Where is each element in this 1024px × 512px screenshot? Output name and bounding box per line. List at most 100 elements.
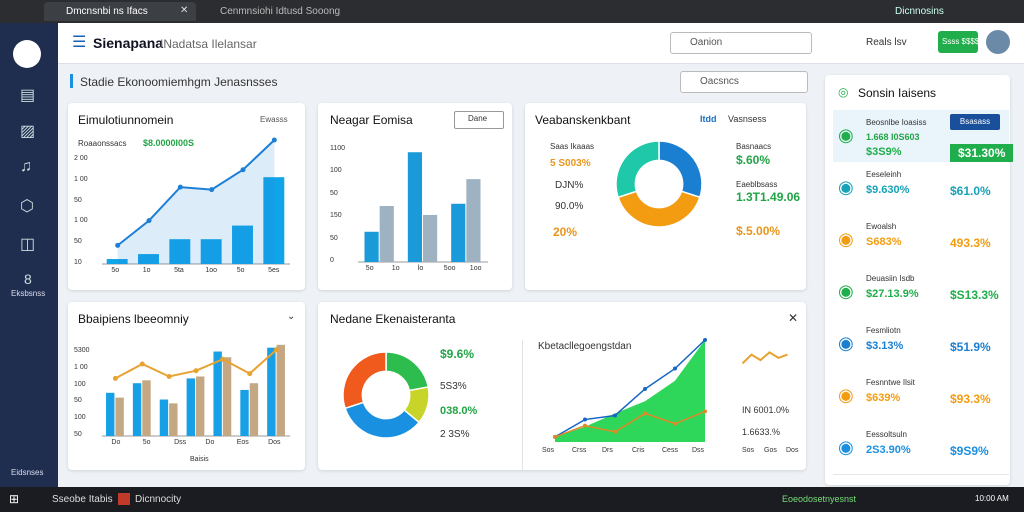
extension[interactable]: Dicnnosins bbox=[895, 6, 944, 17]
chart bbox=[615, 140, 703, 228]
list-item[interactable] bbox=[833, 214, 1009, 267]
bar bbox=[466, 179, 481, 262]
item-right: 493.3% bbox=[950, 236, 991, 250]
donut-label: 2 3S% bbox=[440, 429, 470, 440]
bar bbox=[451, 203, 466, 262]
point bbox=[274, 347, 280, 353]
bar bbox=[200, 239, 222, 264]
x-tick-label: 5ta bbox=[174, 267, 184, 274]
point bbox=[247, 371, 253, 377]
item-value: $27.13.9% bbox=[866, 288, 919, 300]
bar bbox=[379, 206, 394, 262]
taskbar-search[interactable]: Sseobe Itabis bbox=[52, 494, 113, 505]
nav-icon[interactable]: 8 bbox=[24, 271, 32, 287]
x-tick-label: Drs bbox=[602, 447, 613, 454]
item-icon: ◉ bbox=[838, 333, 854, 353]
item-name: Ewoalsh bbox=[866, 222, 897, 231]
card-button[interactable] bbox=[454, 111, 504, 129]
list-item[interactable] bbox=[833, 266, 1009, 319]
item-right[interactable]: $31.30% bbox=[950, 144, 1014, 162]
item-name: Fesmliotn bbox=[866, 326, 901, 335]
search-box[interactable] bbox=[680, 71, 808, 93]
point bbox=[703, 338, 707, 342]
card-menu[interactable]: Vasnsess bbox=[728, 114, 767, 124]
taskbar-app[interactable]: Dicnnocity bbox=[135, 494, 182, 505]
header-button[interactable] bbox=[938, 31, 978, 53]
header-link[interactable]: Reals lsv bbox=[866, 37, 907, 48]
bar bbox=[106, 392, 115, 436]
search-text: Oanion bbox=[690, 37, 723, 48]
tab-title[interactable]: Cenmnsiohi Idtusd Sooong bbox=[220, 6, 341, 17]
legend-value: 90.0% bbox=[555, 201, 584, 212]
point bbox=[177, 184, 183, 190]
search-text: Oacsncs bbox=[700, 76, 739, 87]
avatar[interactable] bbox=[986, 30, 1010, 54]
bar bbox=[222, 357, 232, 436]
point bbox=[643, 386, 647, 391]
bar bbox=[267, 347, 276, 436]
bar bbox=[142, 380, 151, 436]
nav-icon[interactable]: ◫ bbox=[20, 236, 36, 253]
item-sub: 1.668 I0S603 bbox=[866, 132, 920, 142]
logo[interactable] bbox=[13, 40, 41, 68]
bar bbox=[169, 239, 191, 264]
sidebar bbox=[0, 23, 58, 487]
card bbox=[68, 302, 305, 470]
tab-title: Dmcnsnbi ns Ifacs bbox=[66, 6, 148, 17]
y-tick-label: 100 bbox=[74, 380, 86, 388]
x-tick-label: 5o bbox=[111, 267, 120, 274]
x-tick-label: Cess bbox=[662, 447, 678, 454]
point bbox=[240, 167, 246, 173]
item-button[interactable]: Bsasass bbox=[950, 114, 1000, 130]
bar bbox=[169, 403, 178, 436]
y-tick-label: 150 bbox=[330, 212, 342, 220]
menu-icon[interactable]: ☰ bbox=[72, 34, 87, 51]
y-tick-label: 50 bbox=[74, 431, 82, 438]
point bbox=[673, 366, 677, 371]
y-tick-label: 100 bbox=[74, 414, 86, 422]
y-tick-label: 1 00 bbox=[74, 217, 88, 225]
bar bbox=[115, 397, 124, 436]
chart bbox=[102, 137, 290, 265]
item-value: $639% bbox=[866, 392, 901, 404]
card bbox=[318, 302, 806, 470]
bar bbox=[364, 231, 379, 262]
point bbox=[673, 421, 677, 426]
search-box[interactable] bbox=[670, 32, 812, 54]
donut-segment bbox=[342, 351, 387, 410]
item-icon: ◉ bbox=[838, 177, 854, 197]
point bbox=[193, 368, 199, 374]
card-menu[interactable]: ⌄ bbox=[287, 311, 296, 322]
list-item[interactable] bbox=[833, 370, 1009, 423]
legend-value: 1.3T1.49.06 bbox=[736, 190, 801, 204]
nav-icon[interactable]: ▨ bbox=[20, 123, 36, 140]
point bbox=[146, 218, 152, 224]
item-name: Deuasiin Isdb bbox=[866, 274, 915, 283]
nav-icon[interactable]: ▤ bbox=[20, 87, 36, 104]
point bbox=[220, 356, 226, 362]
legend-label: Saas Ikaaas bbox=[550, 142, 595, 151]
x-tick-label: Do bbox=[111, 439, 121, 446]
close-icon[interactable]: ✕ bbox=[788, 311, 799, 325]
nav-icon[interactable]: ♫ bbox=[20, 158, 32, 175]
item-right: $51.9% bbox=[950, 340, 991, 354]
item-name: Eessoltsuln bbox=[866, 430, 907, 439]
card-link[interactable]: Itdd bbox=[700, 114, 717, 124]
point bbox=[553, 434, 557, 439]
list-item[interactable] bbox=[833, 422, 1009, 475]
y-tick-label: 50 bbox=[74, 397, 82, 405]
item-right: $93.3% bbox=[950, 392, 991, 406]
list-item[interactable] bbox=[833, 162, 1009, 215]
y-tick-label: 1100 bbox=[330, 145, 346, 152]
tab-close[interactable]: ✕ bbox=[180, 5, 189, 16]
point bbox=[271, 137, 277, 143]
chart bbox=[102, 344, 290, 437]
nav-icon[interactable]: ⬡ bbox=[20, 198, 34, 215]
axis-title: Baisis bbox=[190, 456, 209, 463]
start-button[interactable]: ⊞ bbox=[9, 492, 20, 506]
tab[interactable] bbox=[44, 2, 196, 21]
app-icon[interactable] bbox=[118, 493, 130, 505]
point bbox=[112, 375, 118, 381]
chart bbox=[342, 351, 430, 439]
